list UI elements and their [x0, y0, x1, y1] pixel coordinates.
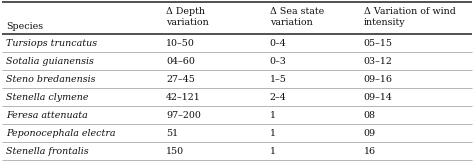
Text: 1: 1	[270, 110, 275, 120]
Text: 97–200: 97–200	[166, 110, 201, 120]
Text: 10–50: 10–50	[166, 39, 195, 47]
Text: 27–45: 27–45	[166, 75, 195, 83]
Text: 150: 150	[166, 146, 184, 156]
Text: Species: Species	[6, 22, 44, 31]
Text: 2–4: 2–4	[270, 93, 286, 102]
Text: 1: 1	[270, 146, 275, 156]
Text: Stenella clymene: Stenella clymene	[6, 93, 89, 102]
Text: 51: 51	[166, 128, 178, 138]
Text: 0–3: 0–3	[270, 57, 286, 65]
Text: Δ Sea state
variation: Δ Sea state variation	[270, 7, 324, 27]
Text: 08: 08	[364, 110, 375, 120]
Text: 42–121: 42–121	[166, 93, 201, 102]
Text: 04–60: 04–60	[166, 57, 195, 65]
Text: Sotalia guianensis: Sotalia guianensis	[6, 57, 94, 65]
Text: 09–14: 09–14	[364, 93, 392, 102]
Text: 05–15: 05–15	[364, 39, 392, 47]
Text: 0–4: 0–4	[270, 39, 286, 47]
Text: Feresa attenuata: Feresa attenuata	[6, 110, 88, 120]
Text: 03–12: 03–12	[364, 57, 392, 65]
Text: Tursiops truncatus: Tursiops truncatus	[6, 39, 98, 47]
Text: Δ Depth
variation: Δ Depth variation	[166, 7, 209, 27]
Text: 09: 09	[364, 128, 376, 138]
Text: 1: 1	[270, 128, 275, 138]
Text: 09–16: 09–16	[364, 75, 392, 83]
Text: Peponocephala electra: Peponocephala electra	[6, 128, 116, 138]
Text: 1–5: 1–5	[270, 75, 286, 83]
Text: 16: 16	[364, 146, 376, 156]
Text: Δ Variation of wind
intensity: Δ Variation of wind intensity	[364, 7, 456, 27]
Text: Steno bredanensis: Steno bredanensis	[6, 75, 96, 83]
Text: Stenella frontalis: Stenella frontalis	[6, 146, 89, 156]
